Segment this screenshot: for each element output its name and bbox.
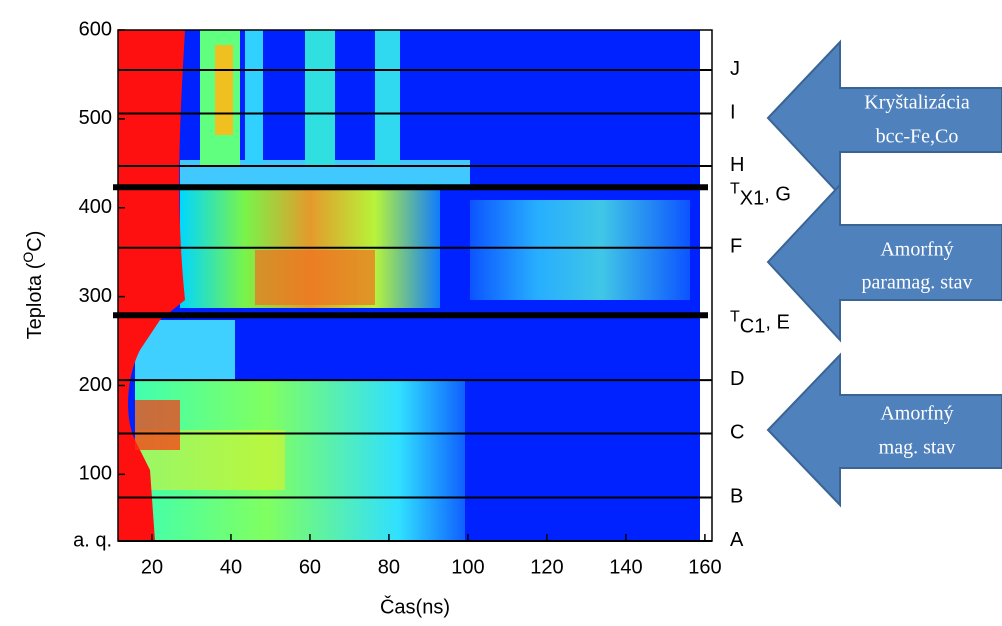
y-tick-label: a. q. (73, 529, 112, 551)
x-tick-label: 140 (609, 556, 642, 578)
level-label: F (730, 236, 742, 258)
level-label-main: T (730, 308, 740, 325)
arrow (766, 352, 1002, 508)
level-label-main: C (730, 422, 744, 444)
annotation-text: Amorfný (880, 239, 953, 261)
level-label: D (730, 368, 744, 390)
level-label: TX1, G (730, 181, 791, 210)
y-axis-label: Teplota (OC) (20, 231, 47, 340)
y-tick-label: 100 (79, 463, 112, 485)
heatmap (118, 30, 700, 541)
x-tick-label: 120 (530, 556, 563, 578)
level-label-main: I (730, 102, 736, 124)
y-tick-label: 400 (79, 196, 112, 218)
level-label: J (730, 58, 740, 80)
level-label: I (730, 102, 736, 124)
level-label-main: J (730, 58, 740, 80)
level-label: B (730, 486, 743, 508)
x-tick-label: 60 (299, 556, 321, 578)
y-tick-label: 500 (79, 107, 112, 129)
level-label: H (730, 154, 744, 176)
y-tick-label: 200 (79, 374, 112, 396)
x-tick-label: 100 (451, 556, 484, 578)
y-axis-label-text: Teplota ( (24, 262, 46, 339)
y-tick-label: 600 (79, 18, 112, 40)
x-tick-label: 160 (688, 556, 721, 578)
y-axis-label-suffix: C) (24, 231, 46, 252)
level-label-main: H (730, 154, 744, 176)
arrow (766, 182, 1002, 343)
y-tick-label: 300 (79, 285, 112, 307)
level-label: A (730, 529, 744, 551)
x-tick-label: 40 (220, 556, 242, 578)
axes: Čas(ns) Teplota (OC) (20, 29, 713, 618)
annotation-arrows: Kryštalizácia bcc-Fe,Co Amorfný paramag.… (766, 39, 1002, 508)
annotation-text: bcc-Fe,Co (876, 126, 959, 148)
annotation-text: paramag. stav (861, 272, 972, 294)
level-label-main: A (730, 529, 744, 551)
level-label-sub: X1 (740, 188, 764, 210)
level-label-main: T (730, 181, 740, 198)
level-label: C (730, 422, 744, 444)
x-axis-label: Čas(ns) (380, 595, 450, 618)
annotation-text: Kryštalizácia (864, 92, 970, 114)
x-tick-label: 20 (141, 556, 163, 578)
y-axis-label-sup: O (20, 252, 36, 263)
level-label: TC1, E (730, 308, 790, 337)
annotation-text: mag. stav (879, 437, 956, 459)
x-tick-label: 80 (378, 556, 400, 578)
level-label-suffix: , E (765, 312, 789, 334)
level-label-sub: C1 (740, 316, 766, 338)
level-label-main: B (730, 486, 743, 508)
level-label-main: D (730, 368, 744, 390)
level-label-main: F (730, 236, 742, 258)
annotation-text: Amorfný (880, 403, 953, 425)
arrow (766, 39, 1002, 198)
level-label-suffix: , G (764, 184, 791, 206)
